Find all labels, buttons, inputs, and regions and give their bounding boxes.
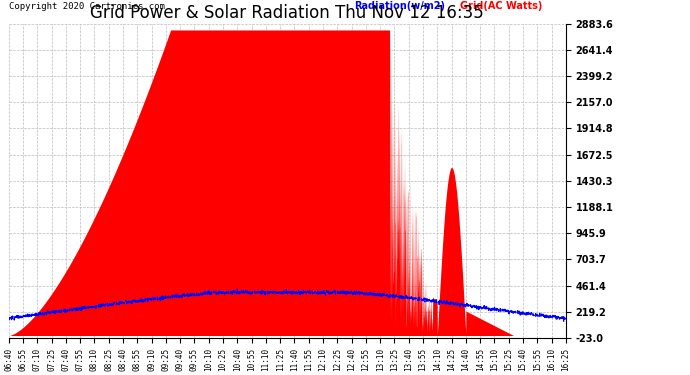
Text: Radiation(w/m2): Radiation(w/m2) [354, 1, 445, 11]
Title: Grid Power & Solar Radiation Thu Nov 12 16:35: Grid Power & Solar Radiation Thu Nov 12 … [90, 4, 484, 22]
Text: Copyright 2020 Cartronics.com: Copyright 2020 Cartronics.com [9, 2, 164, 11]
Text: Grid(AC Watts): Grid(AC Watts) [460, 1, 542, 11]
